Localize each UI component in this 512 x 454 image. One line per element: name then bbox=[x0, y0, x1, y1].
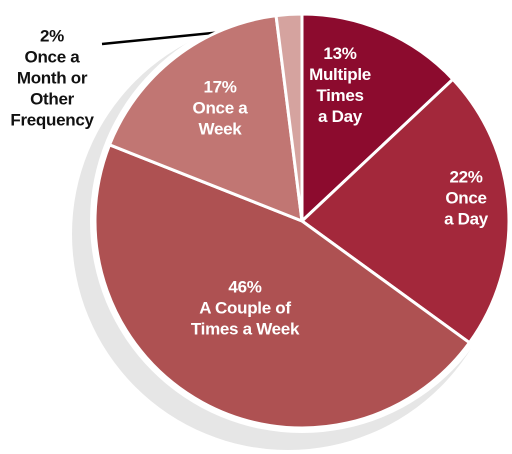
percent-label: 13% bbox=[323, 44, 357, 63]
category-label: Once a Day bbox=[444, 188, 488, 229]
percent-label: 46% bbox=[228, 277, 262, 297]
percent-label: 2% bbox=[40, 26, 64, 46]
pie-slice bbox=[274, 12, 304, 222]
slice-label: 13% Multiple Times a Day bbox=[309, 43, 371, 127]
pie-slice bbox=[93, 142, 472, 430]
category-label: Multiple Times a Day bbox=[309, 65, 371, 126]
percent-label: 22% bbox=[449, 167, 483, 187]
pie-slice bbox=[107, 13, 304, 224]
slice-label: 22% Once a Day bbox=[444, 167, 488, 230]
pie-slice bbox=[299, 77, 511, 345]
category-label: A Couple of Times a Week bbox=[190, 298, 300, 339]
percent-label: 17% bbox=[203, 77, 237, 97]
category-label: Once a Week bbox=[192, 98, 248, 139]
slice-label: 2% Once a Month or Other Frequency bbox=[10, 26, 94, 131]
category-label: Once a Month or Other Frequency bbox=[10, 47, 94, 130]
slice-label: 17% Once a Week bbox=[193, 77, 248, 140]
pie-slice bbox=[300, 12, 456, 225]
slice-label: 46% A Couple of Times a Week bbox=[190, 277, 300, 340]
